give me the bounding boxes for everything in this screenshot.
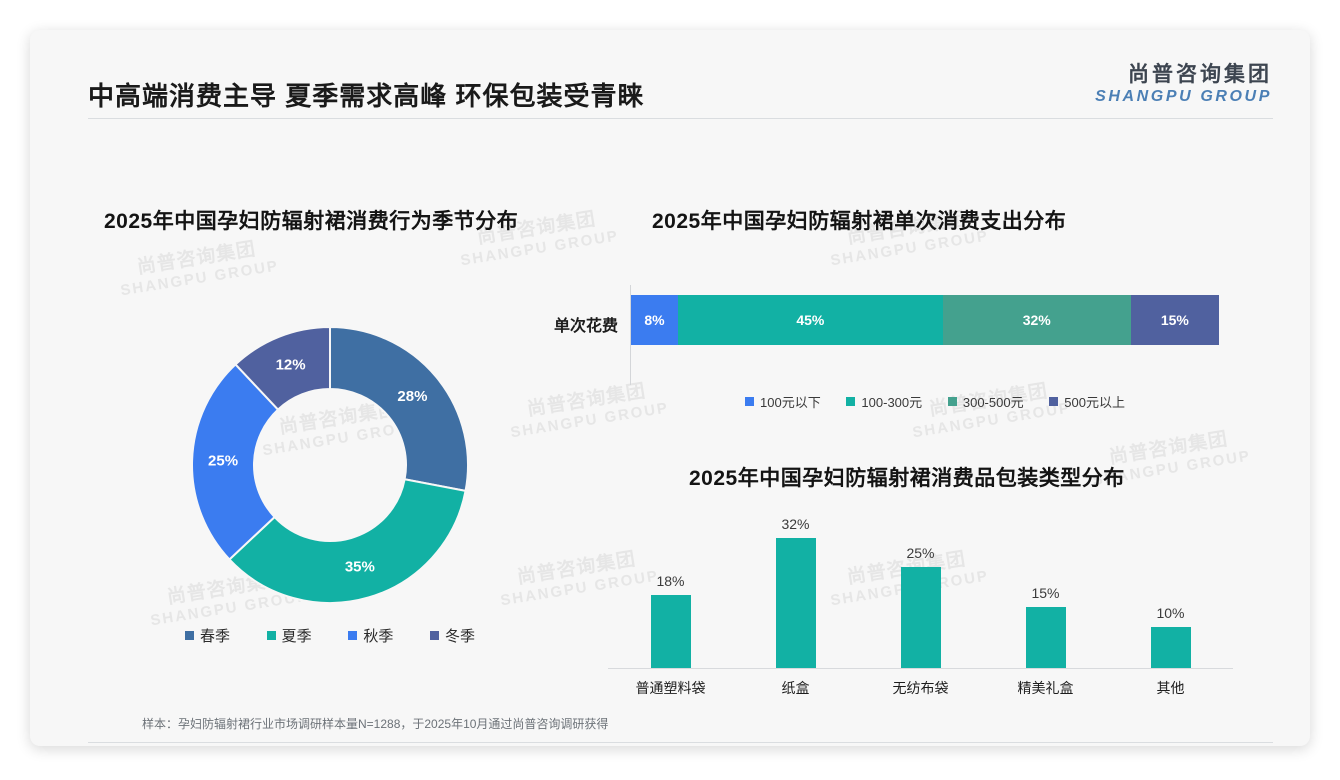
bar-rect[interactable] [900,567,941,668]
bar-rect[interactable] [1025,607,1066,668]
logo-chinese-name: 尚普咨询集团 [1128,63,1272,86]
legend-item[interactable]: 秋季 [348,625,393,646]
bar-category-label: 精美礼盒 [1017,680,1074,696]
brand-logo: 尚普咨询集团 SHANGPU GROUP [1095,62,1272,106]
legend-item-label: 夏季 [281,628,312,645]
spend-stacked-chart: 单次花费 8% 45% 32% 15% [530,285,1230,385]
legend-item-label: 春季 [200,628,231,645]
watermark-cn: 尚普咨询集团 [135,238,258,279]
bar-category-label: 其他 [1156,680,1185,696]
bar-column[interactable]: 10% [1108,500,1233,668]
legend-item[interactable]: 夏季 [266,625,312,646]
stacked-bar-segment[interactable]: 8% [631,295,679,345]
bar-value-label: 18% [656,573,685,589]
bar-column[interactable]: 18% [608,500,733,668]
bar-column[interactable]: 15% [983,500,1108,668]
watermark: 尚普咨询集团 SHANGPU GROUP [506,378,670,443]
bar-value-label: 15% [1031,585,1060,601]
legend-item-label: 300-500元 [962,395,1024,410]
legend-item[interactable]: 500元以上 [1049,392,1125,411]
donut-slice[interactable] [227,478,467,604]
logo-english-name: SHANGPU GROUP [1095,88,1272,106]
bar-value-label: 25% [906,545,935,561]
infographic-slide: 尚普咨询集团 SHANGPU GROUP 尚普咨询集团 SHANGPU GROU… [30,30,1310,746]
bar-rect[interactable] [775,538,816,668]
bar-value-label: 32% [781,516,810,532]
packaging-bar-chart: 18% 32% 25% 15% 10% 普通塑料袋 纸盒 无纺布袋 精美礼盒 其他 [608,500,1233,710]
legend-swatch-icon [185,631,194,640]
bar-column[interactable]: 25% [858,500,983,668]
watermark: 尚普咨询集团 SHANGPU GROUP [116,236,280,301]
legend-item[interactable]: 300-500元 [947,392,1024,411]
stacked-bar-segment[interactable]: 15% [1130,295,1219,345]
header-divider [88,118,1273,119]
legend-item-label: 秋季 [363,628,394,645]
bar-category-axis: 普通塑料袋 纸盒 无纺布袋 精美礼盒 其他 [608,678,1233,698]
watermark-en: SHANGPU GROUP [119,257,281,300]
legend-swatch-icon [846,397,856,406]
donut-slice-label: 12% [276,356,306,373]
stacked-bar-segment[interactable]: 32% [942,295,1131,345]
legend-item[interactable]: 100元以下 [745,392,821,411]
legend-item-label: 100元以下 [760,395,821,410]
donut-slice-label: 35% [345,559,375,576]
stacked-bar: 8% 45% 32% 15% [631,295,1219,345]
watermark-en: SHANGPU GROUP [509,399,671,442]
legend-item[interactable]: 100-300元 [846,392,922,411]
donut-slice-label: 25% [208,453,238,470]
stacked-axis-line [630,285,631,385]
legend-swatch-icon [266,631,276,640]
bar-category-label: 纸盒 [781,680,810,696]
stacked-bar-segment[interactable]: 45% [678,295,943,345]
legend-item-label: 冬季 [444,628,475,645]
donut-slice-label: 28% [397,388,427,405]
stacked-bar-title: 2025年中国孕妇防辐射裙单次消费支出分布 [652,210,1067,233]
slide-header: 中高端消费主导 夏季需求高峰 环保包装受青睐 尚普咨询集团 SHANGPU GR… [30,30,1310,118]
legend-item-label: 500元以上 [1064,395,1125,410]
bar-rect[interactable] [650,595,691,668]
source-note: 样本：孕妇防辐射裙行业市场调研样本量N=1288，于2025年10月通过尚普咨询… [142,717,609,731]
page-title: 中高端消费主导 夏季需求高峰 环保包装受青睐 [88,81,645,111]
donut-chart-title: 2025年中国孕妇防辐射裙消费行为季节分布 [104,210,519,233]
season-donut-chart: 28% 35% 25% 12% [185,320,475,610]
donut-legend: 春季 夏季 秋季 冬季 [185,625,475,646]
bar-rect[interactable] [1150,627,1191,668]
legend-swatch-icon [348,631,358,640]
bar-column[interactable]: 32% [733,500,858,668]
stacked-category-label: 单次花费 [553,318,618,335]
packaging-bar-title: 2025年中国孕妇防辐射裙消费品包装类型分布 [689,467,1125,490]
legend-swatch-icon [1049,397,1059,406]
bar-value-label: 10% [1156,605,1185,621]
bar-category-label: 无纺布袋 [892,680,949,696]
legend-swatch-icon [745,397,754,406]
legend-item[interactable]: 春季 [185,625,230,646]
bar-axis-line [608,668,1233,669]
donut-svg: 28% 35% 25% 12% [191,325,469,604]
legend-swatch-icon [947,397,957,406]
legend-item-label: 100-300元 [861,395,923,410]
stacked-bar-legend: 100元以下 100-300元 300-500元 500元以上 [745,392,1125,411]
legend-swatch-icon [429,631,439,640]
bar-plot-area: 18% 32% 25% 15% 10% [608,500,1233,668]
bar-category-label: 普通塑料袋 [635,680,706,696]
legend-item[interactable]: 冬季 [429,625,475,646]
footer-divider [88,742,1273,743]
donut-slice[interactable] [329,325,469,493]
donut-slice[interactable] [191,362,280,561]
donut-slice[interactable] [234,325,331,412]
